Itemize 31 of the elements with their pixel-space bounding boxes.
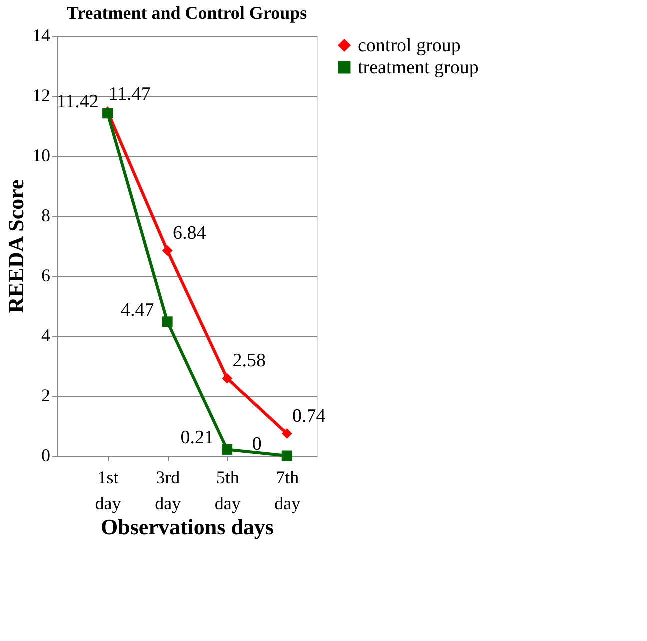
x-axis-title: Observations days (101, 514, 274, 540)
y-tick-label: 6 (42, 266, 50, 286)
data-label: 6.84 (172, 222, 207, 244)
x-tick-label: 5th day (214, 468, 241, 514)
x-tick-label: 1st day (95, 468, 122, 514)
y-tick-label: 8 (42, 206, 50, 226)
point (282, 450, 292, 462)
y-tick-label: 2 (42, 386, 50, 406)
data-label: 11.47 (108, 84, 151, 105)
data-label: 4.47 (120, 300, 154, 321)
data-label: 0.21 (180, 428, 214, 449)
data-label: 0 (252, 434, 262, 455)
legend-label: control group (358, 36, 461, 56)
legend-label: treatment group (358, 58, 479, 78)
y-tick-label: 14 (32, 26, 50, 46)
point (162, 246, 173, 256)
data-label: 11.42 (56, 91, 99, 112)
y-axis-title: REEDA Score (4, 180, 28, 314)
point (282, 428, 292, 440)
y-tick-label: 0 (42, 446, 50, 466)
point (222, 444, 233, 455)
x-tick-label: 7th day (274, 468, 301, 514)
y-tick-label: 4 (42, 326, 50, 346)
data-label: 2.58 (232, 350, 266, 372)
point (222, 373, 233, 384)
y-tick-label: 10 (32, 146, 50, 166)
x-tick-label: 3rd day (155, 468, 182, 514)
chart-title: Treatment and Control Groups (66, 3, 308, 23)
data-label: 0.74 (292, 406, 326, 427)
point (162, 316, 173, 328)
y-tick-label: 12 (32, 86, 50, 106)
